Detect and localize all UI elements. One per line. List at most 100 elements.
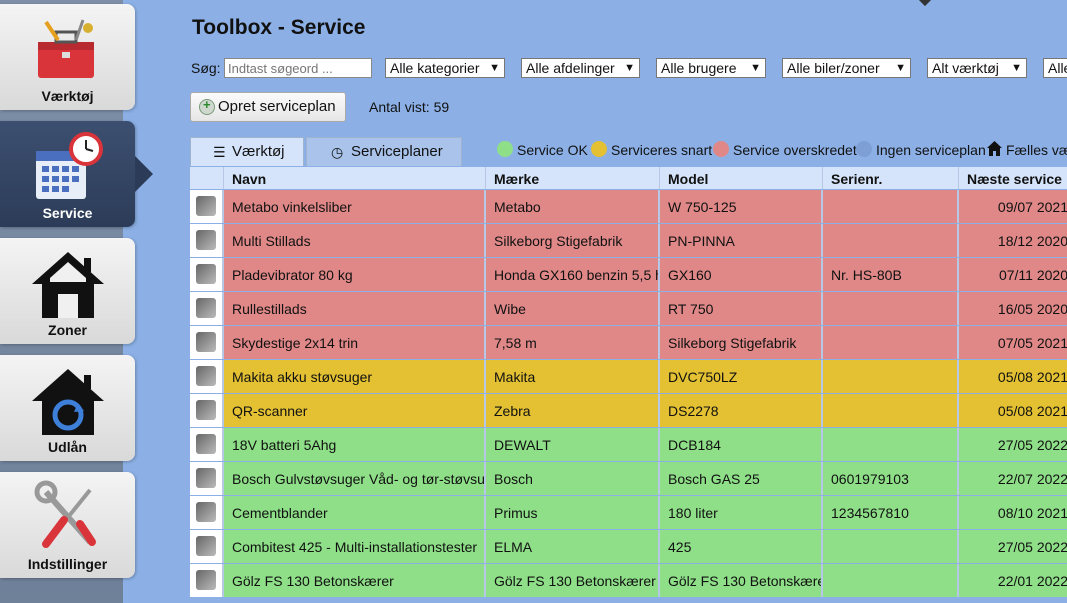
tab-label: Værktøj xyxy=(232,143,285,160)
chevron-down-icon: ▼ xyxy=(1011,62,1022,74)
legend-label: Fælles væ xyxy=(1006,142,1067,158)
tools-cross-icon xyxy=(34,480,96,548)
status-dot xyxy=(591,141,607,157)
sidebar-item-label: Zoner xyxy=(48,322,87,338)
count-label: Antal vist: 59 xyxy=(369,99,450,115)
cell-next: 05/08 2021 xyxy=(959,394,1067,427)
sidebar-item-vaerktoej[interactable]: Værktøj xyxy=(0,4,135,110)
column-header-navn[interactable]: Navn xyxy=(224,167,486,189)
cell-name: Rullestillads xyxy=(224,292,486,325)
chevron-down-icon: ▼ xyxy=(895,62,906,74)
tool-image-icon xyxy=(196,332,216,352)
category-select[interactable]: Alle kategorier ▼ xyxy=(385,58,505,78)
column-header-serienr[interactable]: Serienr. xyxy=(823,167,959,189)
tool-thumbnail xyxy=(190,190,224,223)
cell-name: QR-scanner xyxy=(224,394,486,427)
vehicle-zone-select[interactable]: Alle biler/zoner ▼ xyxy=(782,58,911,78)
table-row[interactable]: Pladevibrator 80 kg Honda GX160 benzin 5,… xyxy=(190,258,1067,291)
active-indicator xyxy=(135,156,153,192)
sidebar-item-zoner[interactable]: Zoner xyxy=(0,238,135,344)
cell-model: 180 liter xyxy=(660,496,823,529)
column-header-maerke[interactable]: Mærke xyxy=(486,167,660,189)
table-row[interactable]: Bosch Gulvstøvsuger Våd- og tør-støvsuge… xyxy=(190,462,1067,495)
table-row[interactable]: 18V batteri 5Ahg DEWALT DCB184 27/05 2022 xyxy=(190,428,1067,461)
tool-image-icon xyxy=(196,366,216,386)
sidebar-item-label: Værktøj xyxy=(41,88,94,104)
tab-serviceplaner[interactable]: ◷ Serviceplaner xyxy=(306,137,462,166)
cell-serial xyxy=(823,292,959,325)
sidebar-item-service[interactable]: Service xyxy=(0,121,135,227)
cell-brand: Makita xyxy=(486,360,660,393)
table-row[interactable]: Metabo vinkelsliber Metabo W 750-125 09/07 … xyxy=(190,190,1067,223)
tool-image-icon xyxy=(196,434,216,454)
cell-brand: Metabo xyxy=(486,190,660,223)
table-row[interactable]: Skydestige 2x14 trin 7,58 m Silkeborg Stig… xyxy=(190,326,1067,359)
sidebar-item-indstillinger[interactable]: Indstillinger xyxy=(0,472,135,578)
cell-serial: 1234567810 xyxy=(823,496,959,529)
vehicle-zone-select-value: Alle biler/zoner xyxy=(787,60,880,76)
tool-thumbnail xyxy=(190,530,224,563)
cell-name: Bosch Gulvstøvsuger Våd- og tør-støvsuge… xyxy=(224,462,486,495)
cell-model: DS2278 xyxy=(660,394,823,427)
cell-brand: Zebra xyxy=(486,394,660,427)
page-title: Toolbox - Service xyxy=(192,16,366,39)
cell-name: Combitest 425 - Multi-installationsteste… xyxy=(224,530,486,563)
table-row[interactable]: Multi Stillads Silkeborg Stigefabrik PN-PI… xyxy=(190,224,1067,257)
cell-serial: 0601979103 xyxy=(823,462,959,495)
dropdown-caret-icon[interactable] xyxy=(917,0,933,7)
clock-icon: ◷ xyxy=(331,144,344,160)
search-label: Søg: xyxy=(191,60,221,76)
table-row[interactable]: Cementblander Primus 180 liter 1234567810 08… xyxy=(190,496,1067,529)
tool-thumbnail xyxy=(190,258,224,291)
tool-image-icon xyxy=(196,536,216,556)
house-icon xyxy=(32,252,104,318)
tool-thumbnail xyxy=(190,326,224,359)
cell-brand: Silkeborg Stigefabrik xyxy=(486,224,660,257)
cell-model: W 750-125 xyxy=(660,190,823,223)
tool-select[interactable]: Alt værktøj ▼ xyxy=(927,58,1027,78)
column-header-model[interactable]: Model xyxy=(660,167,823,189)
cell-name: Skydestige 2x14 trin xyxy=(224,326,486,359)
cell-next: 07/05 2021 xyxy=(959,326,1067,359)
cell-brand: ELMA xyxy=(486,530,660,563)
chevron-down-icon: ▼ xyxy=(489,62,500,74)
cell-serial xyxy=(823,564,959,597)
table-row[interactable]: Gölz FS 130 Betonskærer Gölz FS 130 Beton… xyxy=(190,564,1067,597)
cell-brand: DEWALT xyxy=(486,428,660,461)
cell-model: DVC750LZ xyxy=(660,360,823,393)
cell-next: 07/11 2020 xyxy=(959,258,1067,291)
table-row[interactable]: Combitest 425 - Multi-installationsteste… xyxy=(190,530,1067,563)
tool-thumbnail xyxy=(190,428,224,461)
cell-model: GX160 xyxy=(660,258,823,291)
chevron-down-icon: ▼ xyxy=(750,62,761,74)
tool-select-value: Alt værktøj xyxy=(932,60,999,76)
table-row[interactable]: Rullestillads Wibe RT 750 16/05 2020 xyxy=(190,292,1067,325)
tab-label: Serviceplaner xyxy=(351,143,443,160)
cell-serial xyxy=(823,224,959,257)
cell-next: 22/01 2022 xyxy=(959,564,1067,597)
table-row[interactable]: QR-scanner Zebra DS2278 05/08 2021 xyxy=(190,394,1067,427)
table-row[interactable]: Makita akku støvsuger Makita DVC750LZ 05/08… xyxy=(190,360,1067,393)
legend-label: Service OK xyxy=(517,142,588,158)
calendar-clock-icon xyxy=(36,132,103,199)
house-refresh-icon xyxy=(32,369,104,435)
department-select[interactable]: Alle afdelinger ▼ xyxy=(521,58,640,78)
cell-next: 27/05 2022 xyxy=(959,530,1067,563)
sidebar-item-udlaan[interactable]: Udlån xyxy=(0,355,135,461)
cell-model: DCB184 xyxy=(660,428,823,461)
cell-brand: Honda GX160 benzin 5,5 hk xyxy=(486,258,660,291)
cell-next: 08/10 2021 xyxy=(959,496,1067,529)
column-header-naeste-service[interactable]: Næste service xyxy=(959,167,1067,189)
tool-thumbnail xyxy=(190,224,224,257)
status-dot xyxy=(497,141,513,157)
user-select[interactable]: Alle brugere ▼ xyxy=(656,58,766,78)
extra-select[interactable]: Alle xyxy=(1043,58,1067,78)
cell-brand: 7,58 m xyxy=(486,326,660,359)
user-select-value: Alle brugere xyxy=(661,60,737,76)
sidebar-item-label: Udlån xyxy=(48,439,87,455)
house-icon xyxy=(987,141,1002,156)
cell-brand: Bosch xyxy=(486,462,660,495)
tab-vaerktoej[interactable]: ☰ Værktøj xyxy=(190,137,304,166)
search-input[interactable] xyxy=(224,58,372,78)
create-serviceplan-button[interactable]: Opret serviceplan xyxy=(190,92,346,122)
